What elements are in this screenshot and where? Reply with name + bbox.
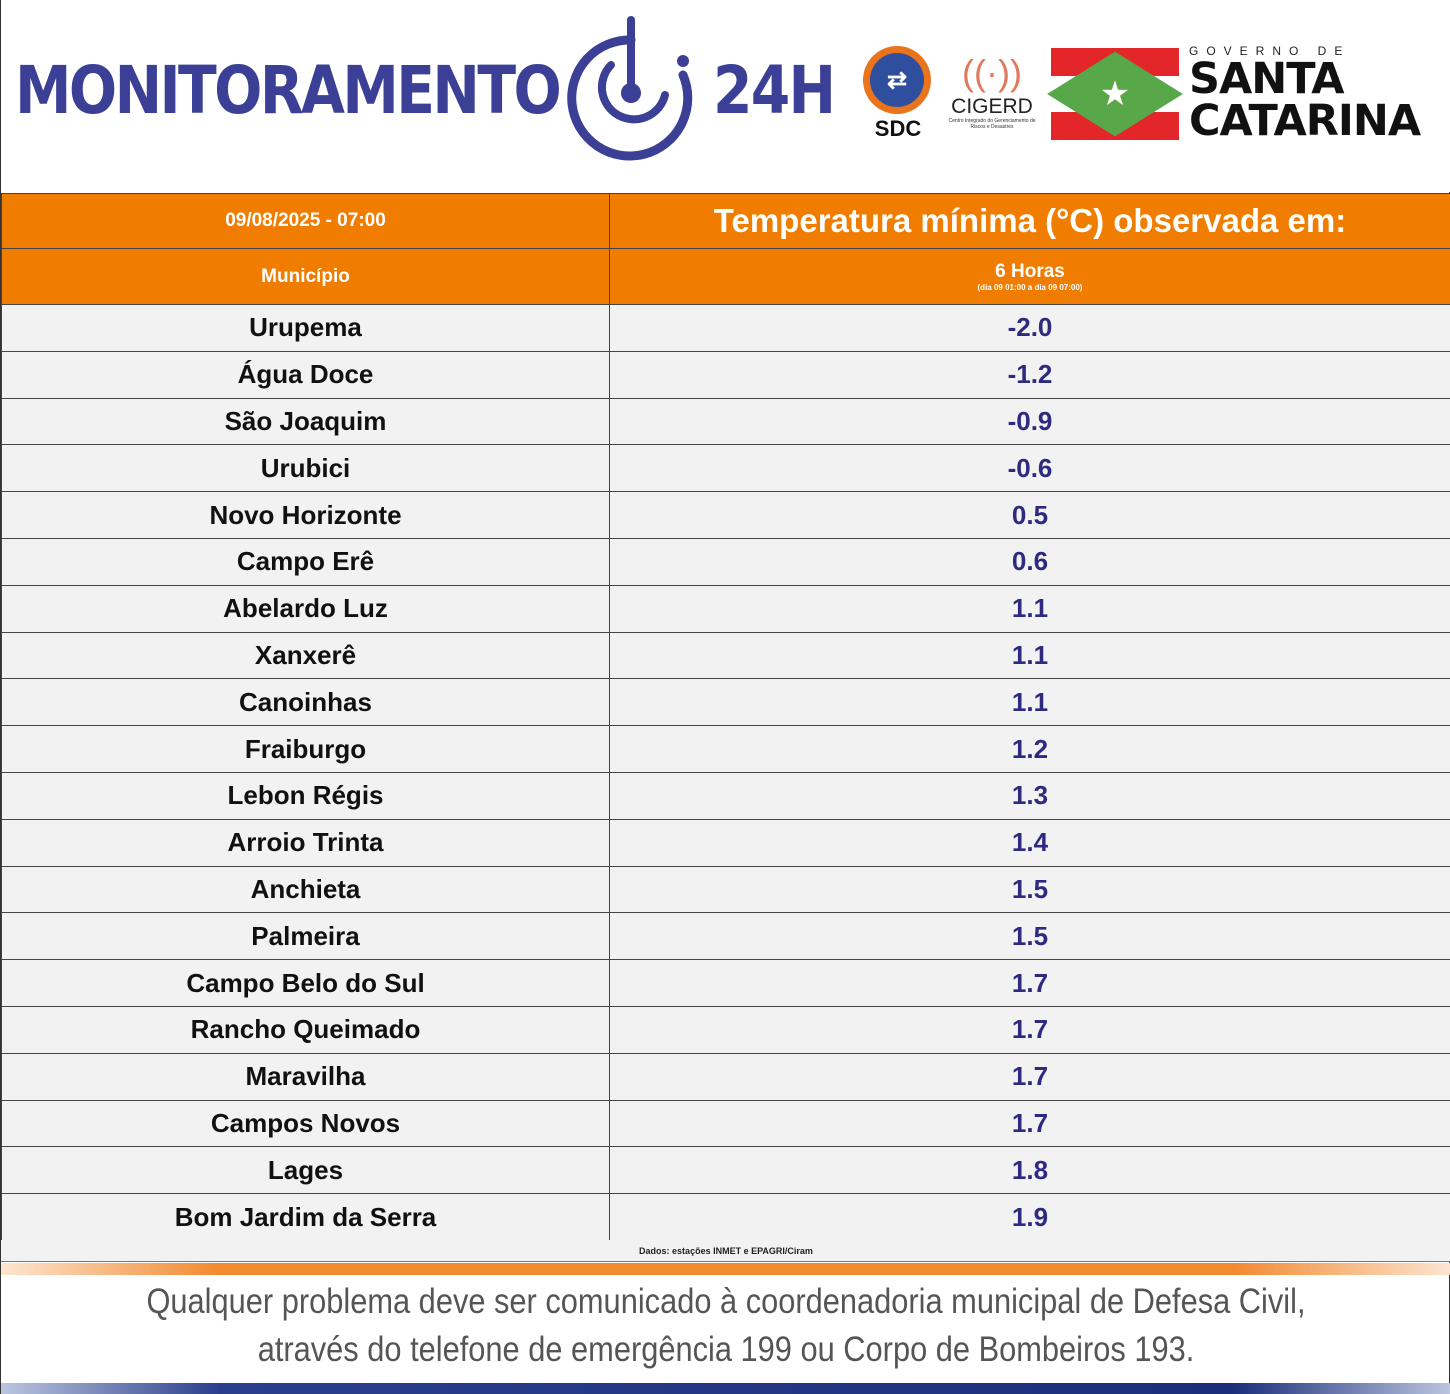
min-temperature: 1.7 bbox=[609, 1099, 1450, 1148]
municipality-name: Campos Novos bbox=[1, 1099, 610, 1148]
data-source: Dados: estações INMET e EPAGRI/Ciram bbox=[1, 1240, 1450, 1262]
blue-divider bbox=[1, 1383, 1450, 1394]
period-range: (dia 09 01:00 a dia 09 07:00) bbox=[977, 283, 1083, 292]
min-temperature: 1.1 bbox=[609, 584, 1450, 633]
government-logo: GOVERNO DE SANTA CATARINA bbox=[1189, 44, 1421, 146]
brand-24h: 24H bbox=[713, 52, 836, 129]
table-row: Urupema -2.0 bbox=[1, 304, 1450, 352]
table-row: Campo Belo do Sul 1.7 bbox=[1, 959, 1450, 1007]
table-row: Novo Horizonte 0.5 bbox=[1, 491, 1450, 539]
municipality-name: Maravilha bbox=[1, 1052, 610, 1101]
min-temperature: 1.8 bbox=[609, 1146, 1450, 1195]
min-temperature: 1.5 bbox=[609, 912, 1450, 961]
municipality-name: Xanxerê bbox=[1, 631, 610, 680]
min-temperature: -1.2 bbox=[609, 350, 1450, 399]
table-row: São Joaquim -0.9 bbox=[1, 397, 1450, 446]
min-temperature: 1.9 bbox=[609, 1193, 1450, 1241]
brand-title: MONITORAMENTO bbox=[15, 52, 562, 129]
table-row: Arroio Trinta 1.4 bbox=[1, 818, 1450, 867]
sdc-label: SDC bbox=[874, 116, 922, 141]
municipality-name: Campo Erê bbox=[1, 537, 610, 586]
radar-icon bbox=[567, 16, 693, 161]
notice-line-2: através do telefone de emergência 199 ou… bbox=[257, 1330, 1195, 1369]
table-row: Canoinhas 1.1 bbox=[1, 678, 1450, 727]
temperature-table: 09/08/2025 - 07:00 Temperatura mínima (°… bbox=[1, 193, 1450, 1241]
notice-line-1: Qualquer problema deve ser comunicado à … bbox=[146, 1282, 1306, 1321]
municipality-name: Abelardo Luz bbox=[1, 584, 610, 633]
min-temperature: -2.0 bbox=[609, 304, 1450, 352]
municipality-name: Lebon Régis bbox=[1, 771, 610, 820]
min-temperature: 1.7 bbox=[609, 1052, 1450, 1101]
min-temperature: 1.7 bbox=[609, 959, 1450, 1007]
municipality-name: Novo Horizonte bbox=[1, 491, 610, 539]
santa-catarina-flag: ★ bbox=[1047, 48, 1183, 140]
municipality-name: Urupema bbox=[1, 304, 610, 352]
municipality-name: Anchieta bbox=[1, 865, 610, 914]
min-temperature: 1.2 bbox=[609, 725, 1450, 773]
table-row: Anchieta 1.5 bbox=[1, 865, 1450, 914]
table-row: Abelardo Luz 1.1 bbox=[1, 584, 1450, 633]
table-row: Fraiburgo 1.2 bbox=[1, 725, 1450, 773]
min-temperature: -0.9 bbox=[609, 397, 1450, 446]
table-row: Rancho Queimado 1.7 bbox=[1, 1005, 1450, 1054]
datetime: 09/08/2025 - 07:00 bbox=[1, 193, 610, 249]
municipality-name: Lages bbox=[1, 1146, 610, 1195]
min-temperature: 0.6 bbox=[609, 537, 1450, 586]
column-header-period: 6 Horas (dia 09 01:00 a dia 09 07:00) bbox=[609, 248, 1450, 305]
municipality-name: Campo Belo do Sul bbox=[1, 959, 610, 1007]
emergency-notice: Qualquer problema deve ser comunicado à … bbox=[88, 1278, 1364, 1374]
municipality-name: Palmeira bbox=[1, 912, 610, 961]
signal-waves-icon: ((·)) bbox=[962, 52, 1022, 93]
min-temperature: 1.1 bbox=[609, 631, 1450, 680]
min-temperature: 1.3 bbox=[609, 771, 1450, 820]
table-row: Lebon Régis 1.3 bbox=[1, 771, 1450, 820]
municipality-name: Fraiburgo bbox=[1, 725, 610, 773]
table-row: Urubici -0.6 bbox=[1, 444, 1450, 493]
sdc-logo: ⇄ SDC bbox=[863, 46, 933, 142]
table-row: Campo Erê 0.6 bbox=[1, 537, 1450, 586]
table-title: Temperatura mínima (°C) observada em: bbox=[609, 193, 1450, 249]
municipality-name: Arroio Trinta bbox=[1, 818, 610, 867]
municipality-name: São Joaquim bbox=[1, 397, 610, 446]
coat-of-arms-icon: ★ bbox=[1099, 75, 1131, 113]
table-row: Maravilha 1.7 bbox=[1, 1052, 1450, 1101]
table-row: Lages 1.8 bbox=[1, 1146, 1450, 1195]
cigerd-logo: ((·)) CIGERD Centro Integrado do Gerenci… bbox=[943, 50, 1041, 130]
column-header-municipio: Município bbox=[1, 248, 610, 305]
table-row: Palmeira 1.5 bbox=[1, 912, 1450, 961]
period-label: 6 Horas bbox=[995, 261, 1065, 282]
gov-label: GOVERNO DE bbox=[1189, 44, 1351, 58]
table-title-row: 09/08/2025 - 07:00 Temperatura mínima (°… bbox=[1, 193, 1450, 249]
table-header-row: Município 6 Horas (dia 09 01:00 a dia 09… bbox=[1, 248, 1450, 305]
cigerd-subtitle: Centro Integrado do Gerenciamento de Ris… bbox=[948, 118, 1036, 130]
civil-defense-icon: ⇄ bbox=[870, 53, 924, 107]
municipality-name: Água Doce bbox=[1, 350, 610, 399]
municipality-name: Rancho Queimado bbox=[1, 1005, 610, 1054]
table-row: Campos Novos 1.7 bbox=[1, 1099, 1450, 1148]
gov-state-line1: SANTA bbox=[1189, 54, 1345, 104]
min-temperature: 1.1 bbox=[609, 678, 1450, 727]
table-row: Xanxerê 1.1 bbox=[1, 631, 1450, 680]
header: MONITORAMENTO 24H ⇄ SDC ((·)) CIGERD Cen… bbox=[1, 0, 1450, 192]
min-temperature: 1.7 bbox=[609, 1005, 1450, 1054]
min-temperature: 0.5 bbox=[609, 491, 1450, 539]
municipality-name: Canoinhas bbox=[1, 678, 610, 727]
table-row: Água Doce -1.2 bbox=[1, 350, 1450, 399]
min-temperature: 1.4 bbox=[609, 818, 1450, 867]
table-row: Bom Jardim da Serra 1.9 bbox=[1, 1193, 1450, 1241]
min-temperature: -0.6 bbox=[609, 444, 1450, 493]
municipality-name: Urubici bbox=[1, 444, 610, 493]
min-temperature: 1.5 bbox=[609, 865, 1450, 914]
orange-divider bbox=[1, 1263, 1450, 1275]
municipality-name: Bom Jardim da Serra bbox=[1, 1193, 610, 1241]
gov-state-line2: CATARINA bbox=[1189, 96, 1421, 146]
cigerd-label: CIGERD bbox=[951, 95, 1033, 118]
